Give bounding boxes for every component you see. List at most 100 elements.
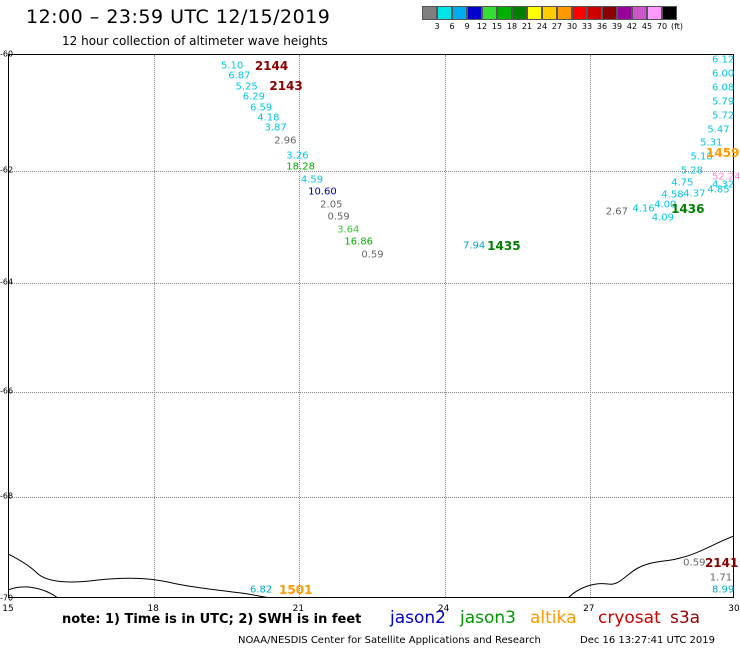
x-tick-label: 21 bbox=[292, 604, 305, 614]
scale-swatch bbox=[497, 6, 512, 20]
scale-label: 24 bbox=[536, 22, 548, 31]
legend-altika: altika bbox=[530, 608, 577, 628]
scale-label: 39 bbox=[611, 22, 623, 31]
scale-swatch bbox=[647, 6, 662, 20]
wave-height-value: 5.18 bbox=[690, 151, 713, 163]
longitude-gridline bbox=[154, 55, 156, 597]
wave-height-value: 4.00 bbox=[654, 199, 677, 211]
wave-height-value: 5.25 bbox=[235, 81, 258, 93]
y-tick-label: -60 bbox=[0, 49, 14, 59]
pass-time-label: 2143 bbox=[269, 79, 303, 94]
latitude-gridline bbox=[9, 391, 733, 393]
wave-height-value: 1.71 bbox=[709, 572, 733, 584]
wave-height-value: 4.16 bbox=[632, 203, 655, 215]
coastline-svg bbox=[8, 535, 734, 598]
scale-label: 12 bbox=[476, 22, 488, 31]
wave-height-value: 4.85 bbox=[707, 184, 730, 196]
color-scale bbox=[422, 6, 677, 20]
wave-height-value: 0.59 bbox=[327, 211, 350, 223]
scale-swatch bbox=[542, 6, 557, 20]
scale-label: 45 bbox=[641, 22, 653, 31]
wave-height-value: 5.28 bbox=[680, 165, 704, 177]
pass-time-label: 1501 bbox=[279, 583, 313, 598]
x-tick-label: 24 bbox=[437, 604, 450, 614]
color-scale-labels: 3 6 9 12 15 18 21 24 27 30 33 36 39 42 45 70 (ft) bbox=[422, 22, 740, 34]
map-title: 12:00 – 23:59 UTC 12/15/2019 bbox=[26, 6, 331, 28]
pass-time-label: 1435 bbox=[487, 238, 521, 253]
wave-height-value: 6.00 bbox=[712, 68, 735, 80]
y-tick-label: -70 bbox=[0, 593, 14, 603]
wave-height-value: 3.87 bbox=[264, 122, 287, 134]
scale-label: 36 bbox=[596, 22, 608, 31]
credit-line: NOAA/NESDIS Center for Satellite Applica… bbox=[238, 635, 541, 646]
longitude-gridline bbox=[589, 55, 591, 597]
scale-swatch bbox=[632, 6, 647, 20]
wave-height-value: 4.09 bbox=[651, 212, 674, 224]
wave-height-value: 0.59 bbox=[361, 249, 384, 261]
wave-height-value: 4.75 bbox=[671, 177, 694, 189]
scale-label: (ft) bbox=[670, 22, 684, 31]
timestamp: Dec 16 13:27:41 UTC 2019 bbox=[580, 635, 715, 646]
scale-swatch bbox=[437, 6, 452, 20]
scale-swatch bbox=[422, 6, 437, 20]
wave-height-value: 5.10 bbox=[220, 60, 244, 72]
wave-height-value: 2.05 bbox=[320, 199, 343, 211]
wave-height-value: 4.58 bbox=[661, 189, 684, 201]
wave-height-value: 5.47 bbox=[707, 124, 730, 136]
scale-swatch bbox=[557, 6, 572, 20]
pass-time-label: 2141 bbox=[704, 555, 739, 570]
scale-label: 9 bbox=[464, 22, 470, 31]
scale-label: 33 bbox=[581, 22, 593, 31]
longitude-gridline bbox=[444, 55, 446, 597]
legend-s3a: s3a bbox=[670, 608, 701, 628]
wave-height-value: 2.67 bbox=[605, 206, 628, 218]
legend-jason2: jason2 bbox=[390, 608, 446, 628]
pass-time-label: 2144 bbox=[254, 58, 289, 73]
scale-label: 30 bbox=[566, 22, 578, 31]
scale-swatch bbox=[452, 6, 467, 20]
wave-height-value: 10.60 bbox=[308, 186, 337, 198]
latitude-gridline bbox=[9, 283, 733, 285]
pass-time-label: 1459 bbox=[706, 145, 740, 160]
map-subtitle: 12 hour collection of altimeter wave hei… bbox=[62, 34, 328, 48]
scale-swatch bbox=[527, 6, 542, 20]
wave-height-value: 0.59 bbox=[683, 557, 706, 569]
legend-jason3: jason3 bbox=[460, 608, 516, 628]
x-tick-label: 15 bbox=[2, 604, 14, 614]
wave-height-value: 3.26 bbox=[286, 150, 309, 162]
wave-height-value: 3.64 bbox=[337, 224, 360, 236]
wave-height-value: 4.59 bbox=[300, 174, 324, 186]
scale-swatch bbox=[587, 6, 602, 20]
x-tick-label: 30 bbox=[728, 604, 740, 614]
footer-note: note: 1) Time is in UTC; 2) SWH is in fe… bbox=[62, 612, 362, 627]
scale-label: 15 bbox=[491, 22, 503, 31]
wave-height-value: 18.28 bbox=[286, 161, 315, 173]
antarctic-coastline-east bbox=[567, 535, 734, 598]
x-tick-label: 27 bbox=[583, 604, 595, 614]
wave-height-value: 6.12 bbox=[712, 54, 735, 66]
wave-height-value: 8.99 bbox=[712, 584, 735, 596]
y-tick-label: -62 bbox=[0, 165, 14, 175]
scale-swatch bbox=[572, 6, 587, 20]
longitude-gridline bbox=[299, 55, 301, 597]
scale-label: 3 bbox=[434, 22, 440, 31]
y-tick-label: -66 bbox=[0, 386, 14, 396]
y-tick-label: -64 bbox=[0, 277, 14, 287]
scale-swatch bbox=[662, 6, 677, 20]
wave-height-value: 5.31 bbox=[700, 137, 723, 149]
scale-label: 21 bbox=[521, 22, 533, 31]
wave-height-value: 4.32 bbox=[712, 179, 735, 191]
antarctic-coastline-west bbox=[8, 553, 271, 598]
scale-swatch bbox=[512, 6, 527, 20]
antarctic-coastline-west-inner bbox=[8, 586, 59, 598]
wave-height-value: 4.37 bbox=[683, 188, 706, 200]
wave-height-value: 52.24 bbox=[712, 171, 740, 183]
scale-label: 42 bbox=[626, 22, 638, 31]
latitude-gridline bbox=[9, 170, 733, 172]
scale-swatch bbox=[467, 6, 482, 20]
scale-label: 70 bbox=[656, 22, 668, 31]
x-tick-label: 18 bbox=[147, 604, 159, 614]
wave-height-value: 2.96 bbox=[274, 135, 297, 147]
latitude-gridline bbox=[9, 497, 733, 499]
scale-label: 6 bbox=[449, 22, 455, 31]
